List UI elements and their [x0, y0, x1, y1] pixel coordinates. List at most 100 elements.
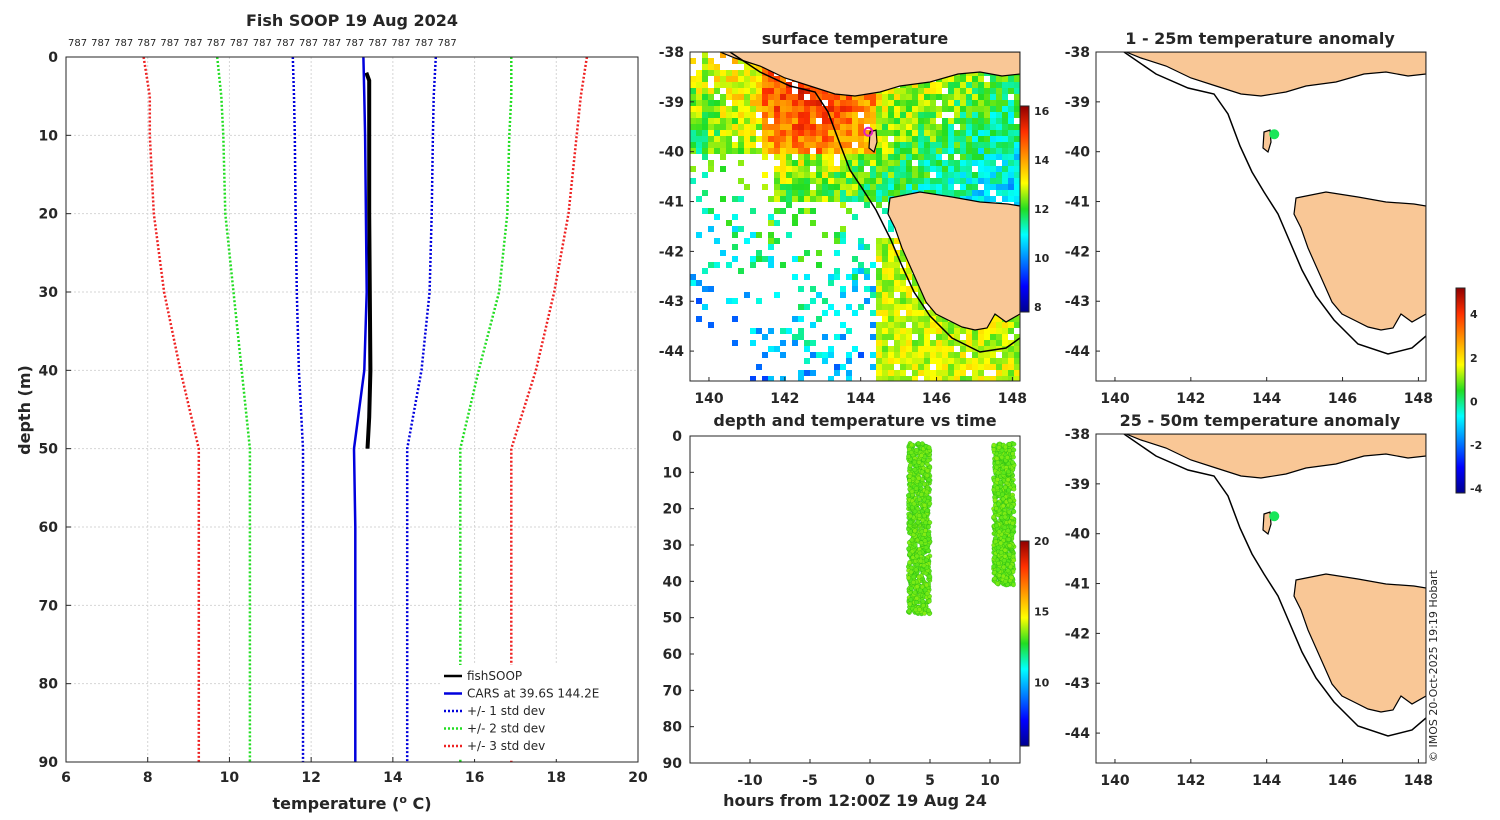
sst-cell — [834, 136, 840, 142]
sst-cell — [696, 100, 702, 106]
sst-cell — [900, 106, 906, 112]
sst-cell — [1014, 136, 1020, 142]
timeseries-point — [907, 601, 913, 607]
sst-cell — [984, 124, 990, 130]
timeseries-xtick-label: -10 — [737, 773, 763, 789]
sst-cell — [702, 286, 708, 292]
sst-cell — [702, 304, 708, 310]
sst-cell — [888, 346, 894, 352]
timeseries-point — [907, 478, 912, 483]
sst-cell — [948, 76, 954, 82]
sst-cell — [954, 334, 960, 340]
sst-cell — [984, 346, 990, 352]
sst-cell — [900, 100, 906, 106]
std1-lower-line — [291, 56, 305, 762]
profile-ytick-label: 20 — [39, 207, 59, 223]
sst-cell — [924, 346, 930, 352]
sst-cell — [708, 112, 714, 118]
sst-cell — [792, 214, 798, 220]
sst-cell — [918, 172, 924, 178]
sst-cell — [834, 310, 840, 316]
sst-cell — [978, 70, 984, 76]
sst-cell — [846, 190, 852, 196]
sst-cell — [852, 136, 858, 142]
sst-cell — [810, 178, 816, 184]
anom1-ytick-label: -39 — [1065, 95, 1090, 111]
timeseries-point — [920, 584, 925, 590]
sst-cell — [762, 88, 768, 94]
sst-cell — [870, 178, 876, 184]
sst-cell — [708, 118, 714, 124]
sst-cell — [990, 328, 996, 334]
sst-cell — [942, 142, 948, 148]
sst-cell — [984, 106, 990, 112]
sst-cell — [996, 340, 1002, 346]
sst-cell — [942, 370, 948, 376]
sst-cell — [924, 118, 930, 124]
sst-cell — [1014, 178, 1020, 184]
sst-cell — [990, 376, 996, 381]
sst-cell — [888, 322, 894, 328]
sst-cell — [720, 166, 726, 172]
anom1-xtick-label: 142 — [1176, 391, 1205, 407]
sst-cell — [690, 82, 696, 88]
sst-cell — [708, 70, 714, 76]
timeseries-ytick-label: 90 — [663, 756, 683, 772]
sst-cell — [954, 172, 960, 178]
sst-cell — [930, 352, 936, 358]
sst-cell — [738, 88, 744, 94]
sst-cell — [876, 184, 882, 190]
sst-cell — [918, 352, 924, 358]
sst-cell — [852, 118, 858, 124]
sst-cell — [840, 154, 846, 160]
timeseries-point — [916, 459, 922, 465]
sst-cell — [984, 184, 990, 190]
sst-cell — [810, 172, 816, 178]
sst-cell — [960, 190, 966, 196]
sst-cell — [966, 328, 972, 334]
sst-cell — [966, 76, 972, 82]
sst-cell — [702, 64, 708, 70]
sst-cell — [894, 298, 900, 304]
sst-cell — [744, 292, 750, 298]
sst-cell — [828, 154, 834, 160]
sst-cell — [738, 178, 744, 184]
sst-cell — [1002, 112, 1008, 118]
sst-cell — [864, 106, 870, 112]
sst-cell — [804, 106, 810, 112]
sst-cell — [894, 328, 900, 334]
sst-cell — [894, 310, 900, 316]
sst-cell — [870, 106, 876, 112]
sst-cell — [762, 172, 768, 178]
sst-cell — [978, 76, 984, 82]
sst-cell — [720, 142, 726, 148]
sst-cell — [768, 148, 774, 154]
sst-cell — [972, 352, 978, 358]
sst-cell — [768, 196, 774, 202]
sst-cell — [762, 76, 768, 82]
profile-top-label: 787 — [160, 38, 179, 49]
sst-cell — [876, 256, 882, 262]
sst-cell — [876, 340, 882, 346]
sst-cell — [792, 124, 798, 130]
sst-cell — [1014, 334, 1020, 340]
sst-cell — [762, 124, 768, 130]
sst-cell — [942, 130, 948, 136]
profile-ytick-label: 90 — [39, 755, 59, 771]
sst-cell — [924, 310, 930, 316]
sst-cell — [768, 328, 774, 334]
sst-cell — [690, 106, 696, 112]
sst-cell — [792, 106, 798, 112]
sst-cell — [972, 136, 978, 142]
timeseries-point — [907, 463, 913, 468]
sst-cell — [930, 94, 936, 100]
timeseries-point — [1011, 441, 1017, 447]
timeseries-ytick-label: 80 — [663, 720, 683, 736]
sst-cell — [888, 352, 894, 358]
anomaly-colorbar — [1455, 287, 1466, 494]
sst-cell — [804, 346, 810, 352]
timeseries-point — [918, 540, 924, 546]
sst-cell — [1002, 190, 1008, 196]
sst-cell — [894, 340, 900, 346]
